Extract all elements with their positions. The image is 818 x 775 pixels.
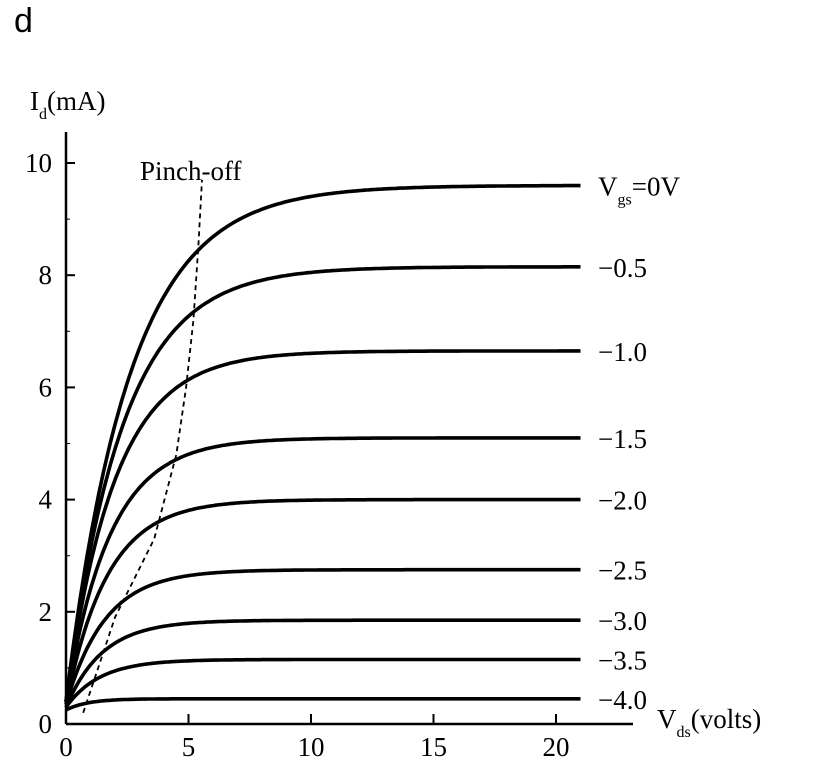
y-tick-label: 6 [39,372,53,402]
x-tick-label: 15 [420,732,447,762]
pinch-off-dashed-line [82,179,203,714]
x-tick-label: 0 [59,732,73,762]
curve-label: −1.5 [598,424,647,454]
curve-label: −3.0 [598,606,647,636]
curve-vgs-Vgs=0V [64,183,581,702]
curve-vgs--2.5 [64,567,581,705]
curve-label: −2.0 [598,486,647,516]
x-tick-label: 20 [543,732,570,762]
curve-vgs--3.5 [64,657,581,709]
curve-vgs--3.0 [64,618,581,708]
x-tick-label: 5 [182,732,196,762]
y-tick-label: 8 [39,260,53,290]
y-tick-label: 10 [25,148,52,178]
curve-vgs--1.5 [64,436,581,702]
curve-label: −1.0 [598,337,647,367]
curve-vgs--0.5 [64,265,581,702]
curve-label: Vgs=0V [598,171,680,208]
curve-vgs--4.0 [65,697,581,712]
y-axis-title: Id(mA) [30,86,105,123]
x-axis-ticks: 0 5 10 15 20 [59,714,570,762]
curve-labels: Vgs=0V −0.5 −1.0 −1.5 −2.0 −2.5 −3.0 −3.5 −4.0 [598,171,680,714]
x-axis-title: Vds(volts) [657,704,761,741]
y-tick-label: 4 [39,485,53,515]
curve-label: −3.5 [598,645,647,675]
curve-label: −0.5 [598,253,647,283]
panel-label: d [14,2,33,40]
y-tick-label: 0 [39,709,53,739]
pinch-off-line: Pinch-off [82,156,242,714]
curve-vgs--1.0 [64,349,581,702]
curve-vgs--2.0 [64,497,581,705]
x-tick-label: 10 [298,732,325,762]
y-tick-label: 2 [39,597,53,627]
axis-titles: Id(mA) Vds(volts) [30,86,761,741]
pinch-off-label: Pinch-off [140,156,242,186]
curve-label: −4.0 [598,685,647,715]
curves [64,183,581,712]
y-axis-ticks: 0 2 4 6 8 10 [25,148,75,739]
curve-label: −2.5 [598,556,647,586]
axes [64,132,633,726]
